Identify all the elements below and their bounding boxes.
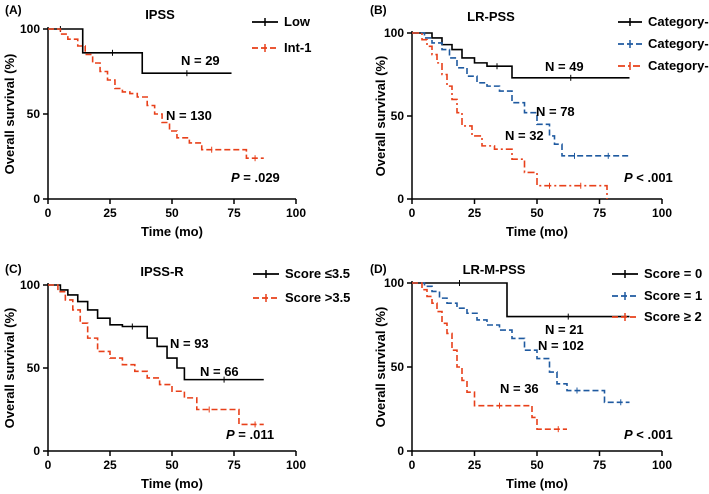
n-label: N = 21 [545, 322, 584, 337]
x-tick-label: 100 [286, 206, 306, 220]
legend-label: Category-2 [648, 36, 709, 51]
p-value-letter: P [231, 170, 240, 185]
survival-curve [412, 282, 630, 404]
panel-b: 0 25 50 75 100 0 50 100 Time (mo) Overall surviva… [370, 3, 709, 239]
y-tick-label: 50 [27, 107, 41, 121]
p-value-letter: P [226, 427, 235, 442]
p-value-number: = .029 [240, 170, 280, 185]
x-tick-label: 75 [227, 458, 241, 472]
survival-curve [48, 284, 264, 426]
panel-title: LR-PSS [467, 9, 515, 24]
legend-label: Score >3.5 [285, 290, 350, 305]
n-label: N = 93 [170, 336, 209, 351]
y-tick-label: 0 [397, 192, 404, 206]
survival-curve [48, 28, 264, 159]
panel-title: IPSS-R [140, 264, 184, 279]
panel-label: (B) [370, 3, 387, 17]
legend-label: Low [284, 14, 311, 29]
legend-label: Category-3 [648, 58, 709, 73]
y-tick-label: 50 [27, 361, 41, 375]
x-tick-label: 50 [165, 206, 179, 220]
panel-c: 0 25 50 75 100 0 50 100 Time (mo) Overall surviva… [2, 262, 350, 491]
survival-curve [412, 32, 630, 157]
panel-label: (D) [370, 262, 387, 276]
y-axis-title: Overall survival (%) [373, 56, 388, 177]
p-value: P = .011 [226, 427, 274, 442]
panel-title: LR-M-PSS [463, 262, 526, 277]
x-tick-label: 0 [409, 458, 416, 472]
x-tick-label: 50 [165, 458, 179, 472]
x-axis-title: Time (mo) [141, 224, 203, 239]
x-tick-label: 25 [103, 206, 117, 220]
x-tick-label: 100 [652, 458, 672, 472]
y-tick-label: 0 [33, 444, 40, 458]
n-label: N = 36 [500, 381, 539, 396]
panel-title: IPSS [145, 7, 175, 22]
survival-curve [412, 282, 630, 318]
x-tick-label: 50 [530, 458, 544, 472]
p-value-letter: P [624, 427, 633, 442]
panel-d: 0 25 50 75 100 0 50 100 Time (mo) Overall surviva… [370, 262, 702, 491]
y-tick-label: 100 [384, 276, 404, 290]
x-tick-label: 0 [409, 206, 416, 220]
p-value: P = .029 [231, 170, 280, 185]
legend-label: Score = 0 [644, 266, 702, 281]
p-value-number: = .011 [235, 427, 274, 442]
y-tick-label: 100 [20, 278, 40, 292]
survival-curve [48, 28, 232, 74]
p-value-letter: P [624, 170, 633, 185]
panel-a: 0 25 50 75 100 0 50 100 Time (mo) Overall surviva… [2, 3, 311, 239]
y-tick-label: 0 [33, 192, 40, 206]
legend-label: Int-1 [284, 40, 311, 55]
y-tick-label: 100 [384, 26, 404, 40]
panel-label: (A) [5, 3, 22, 17]
p-value: P < .001 [624, 170, 673, 185]
n-label: N = 32 [505, 128, 544, 143]
survival-curve [412, 32, 608, 199]
n-label: N = 102 [538, 338, 584, 353]
survival-curve [412, 282, 567, 430]
x-tick-label: 100 [652, 206, 672, 220]
y-axis-title: Overall survival (%) [373, 307, 388, 428]
x-tick-label: 50 [530, 206, 544, 220]
survival-curve [412, 32, 630, 79]
y-axis-title: Overall survival (%) [2, 308, 17, 429]
x-tick-label: 0 [45, 458, 52, 472]
x-tick-label: 25 [468, 206, 482, 220]
x-tick-label: 25 [468, 458, 482, 472]
y-axis-title: Overall survival (%) [2, 54, 17, 175]
survival-curve [48, 284, 264, 381]
x-tick-label: 75 [593, 206, 607, 220]
x-axis-title: Time (mo) [506, 476, 568, 491]
legend-label: Category-1 [648, 14, 709, 29]
x-tick-label: 75 [593, 458, 607, 472]
n-label: N = 66 [200, 364, 239, 379]
legend-label: Score ≥ 2 [644, 309, 702, 324]
n-label: N = 78 [536, 104, 575, 119]
x-tick-label: 100 [286, 458, 306, 472]
y-tick-label: 100 [20, 22, 40, 36]
x-tick-label: 0 [45, 206, 52, 220]
legend-label: Score ≤3.5 [285, 266, 350, 281]
x-axis-title: Time (mo) [506, 224, 568, 239]
x-tick-label: 75 [227, 206, 241, 220]
panel-label: (C) [5, 262, 22, 276]
x-tick-label: 25 [103, 458, 117, 472]
x-axis-title: Time (mo) [141, 476, 203, 491]
y-tick-label: 50 [391, 360, 405, 374]
n-label: N = 130 [166, 108, 212, 123]
n-label: N = 49 [545, 59, 584, 74]
y-tick-label: 0 [397, 444, 404, 458]
n-label: N = 29 [181, 53, 220, 68]
p-value-number: < .001 [633, 170, 673, 185]
p-value: P < .001 [624, 427, 673, 442]
legend-label: Score = 1 [644, 288, 702, 303]
p-value-number: < .001 [633, 427, 673, 442]
y-tick-label: 50 [391, 109, 405, 123]
